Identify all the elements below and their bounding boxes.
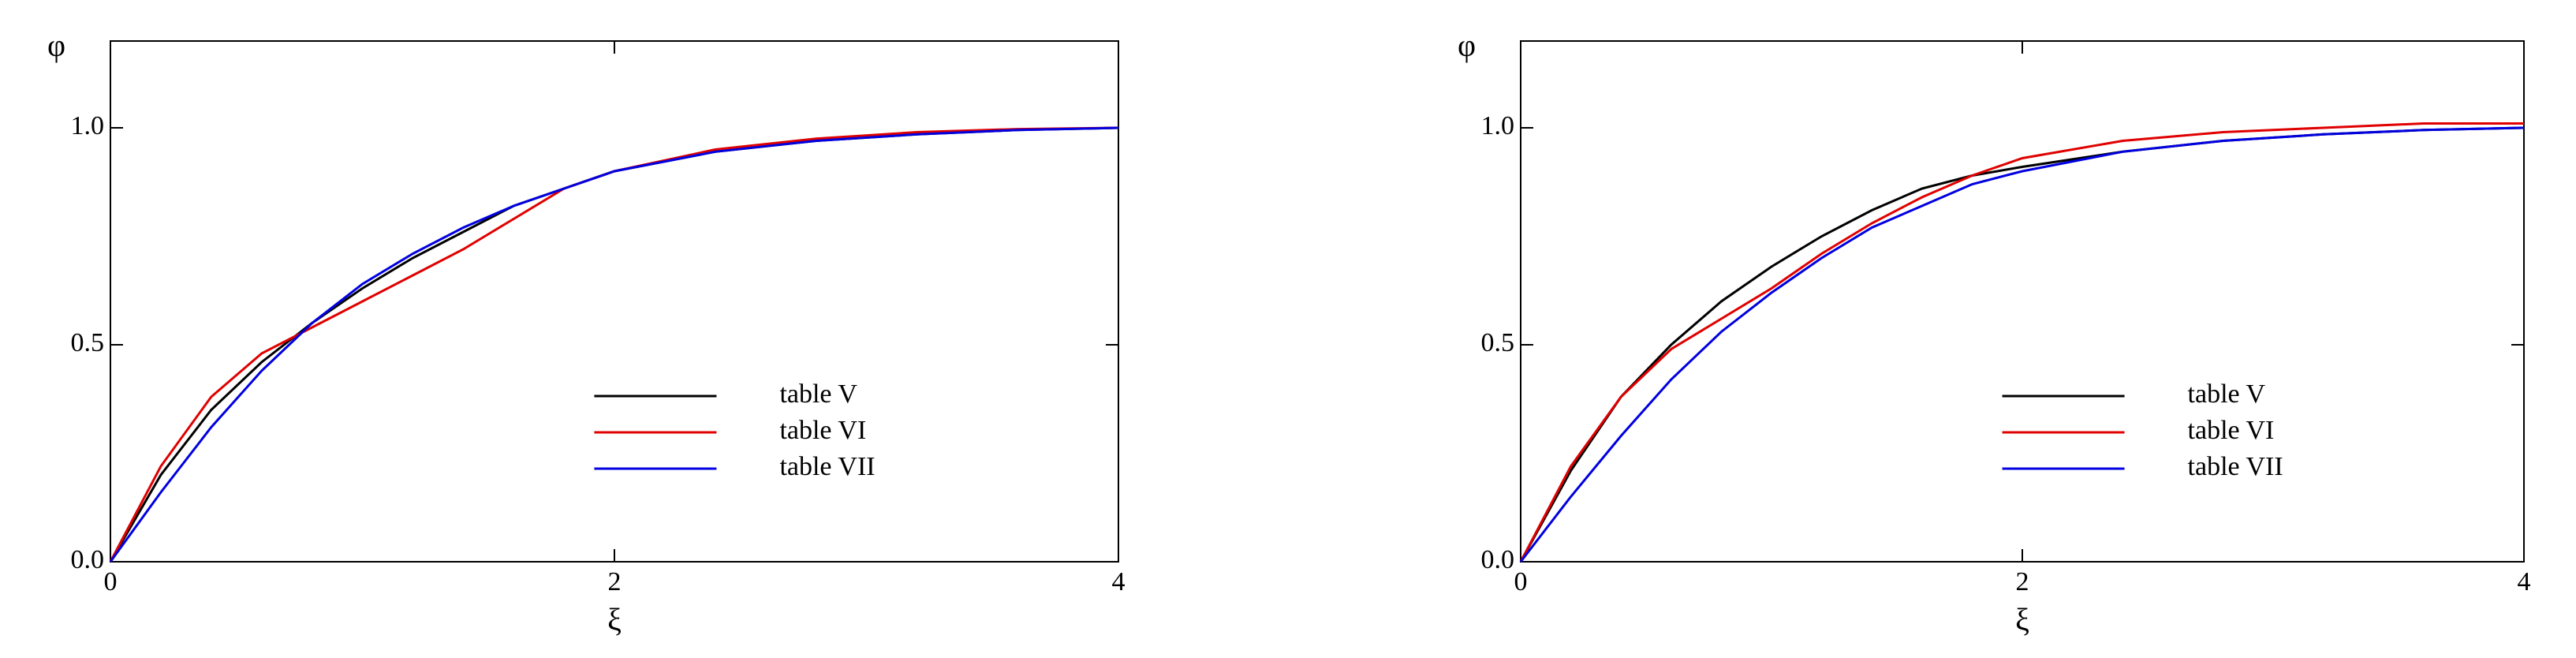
y-tick-label: 0.0	[71, 545, 105, 574]
legend-label: table VII	[2188, 452, 2283, 481]
x-tick-label: 2	[608, 567, 622, 596]
series-line	[109, 126, 1119, 563]
x-axis-title: ξ	[607, 602, 622, 637]
series-line	[109, 126, 1119, 563]
legend-label: table V	[2188, 379, 2266, 409]
plot-frame	[110, 40, 1119, 563]
legend-label: table VI	[779, 416, 866, 445]
y-axis-title: φ	[47, 28, 65, 63]
x-tick-label: 2	[2016, 567, 2029, 596]
y-axis-title: φ	[1458, 28, 1476, 63]
x-tick-label: 0	[1514, 567, 1528, 596]
y-tick-label: 0.0	[1481, 545, 1515, 574]
y-tick-label: 0.5	[71, 328, 105, 357]
y-tick-label: 1.0	[1481, 111, 1515, 140]
y-tick-label: 1.0	[71, 111, 105, 140]
series-line	[1519, 126, 2525, 563]
series-line	[109, 126, 1119, 563]
x-tick-label: 0	[104, 567, 118, 596]
legend-label: table VII	[779, 452, 875, 481]
x-tick-label: 4	[1112, 567, 1126, 596]
series-line	[1519, 122, 2524, 563]
legend-label: table V	[779, 379, 857, 409]
legend-label: table VI	[2188, 416, 2275, 445]
y-tick-label: 0.5	[1481, 328, 1515, 357]
x-tick-label: 4	[2518, 567, 2531, 596]
series-line	[1519, 126, 2525, 563]
plot-frame	[1520, 40, 2525, 563]
x-axis-title: ξ	[2015, 602, 2029, 637]
